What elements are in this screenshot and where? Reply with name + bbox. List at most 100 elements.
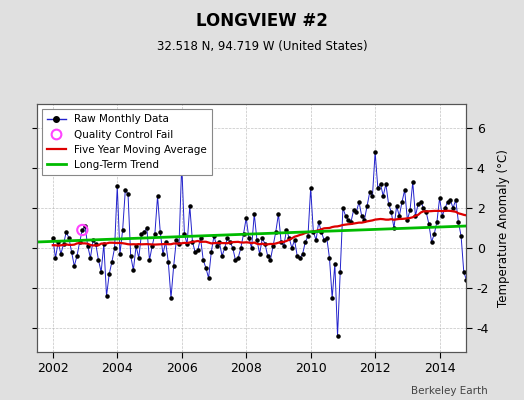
Point [409,179,417,185]
Y-axis label: Temperature Anomaly (°C): Temperature Anomaly (°C) [497,149,510,307]
Point [443,199,452,205]
Point [269,243,277,249]
Point [108,259,116,265]
Point [54,239,62,245]
Point [202,265,210,271]
Point [132,243,140,249]
Point [111,245,119,251]
Point [381,181,390,187]
Point [471,225,479,231]
Point [218,253,226,259]
Point [185,203,194,209]
Point [86,255,95,261]
Point [428,239,436,245]
Point [339,205,347,211]
Point [288,245,296,251]
Point [97,269,105,275]
Point [124,191,132,197]
Point [473,199,482,205]
Point [336,269,344,275]
Point [325,255,334,261]
Point [121,187,129,193]
Point [406,207,414,213]
Point [137,231,146,237]
Point [398,199,406,205]
Point [333,333,342,339]
Point [105,271,113,277]
Point [457,233,465,239]
Point [371,149,379,155]
Point [368,193,377,199]
Point [237,245,245,251]
Point [148,243,156,249]
Point [433,219,441,225]
Point [331,261,339,267]
Point [342,213,350,219]
Point [102,293,111,299]
Point [465,239,473,245]
Point [390,225,398,231]
Point [215,239,224,245]
Point [245,235,253,241]
Point [290,237,299,243]
Point [57,251,65,257]
Point [274,211,282,217]
Point [228,245,237,251]
Point [135,255,143,261]
Point [414,201,422,207]
Point [207,249,215,255]
Point [387,209,396,215]
Point [417,199,425,205]
Point [126,253,135,259]
Point [366,189,374,195]
Point [140,229,148,235]
Point [199,257,208,263]
Point [403,217,411,223]
Point [446,197,454,203]
Point [258,235,267,241]
Point [116,251,124,257]
Point [183,241,191,247]
Point [435,195,444,201]
Point [266,257,275,263]
Point [51,255,60,261]
Point [78,227,86,233]
Point [59,241,68,247]
Point [231,257,239,263]
Point [204,275,213,281]
Point [376,181,385,187]
Point [282,227,291,233]
Point [293,253,301,259]
Point [143,225,151,231]
Point [454,219,463,225]
Point [83,243,92,249]
Point [212,243,221,249]
Point [360,217,368,223]
Point [49,235,57,241]
Point [320,237,329,243]
Point [363,203,372,209]
Point [247,245,256,251]
Point [299,251,307,257]
Point [129,267,138,273]
Point [178,161,186,167]
Point [255,251,264,257]
Point [239,231,248,237]
Point [65,235,73,241]
Point [430,231,439,237]
Point [164,259,172,265]
Point [307,185,315,191]
Point [261,241,269,247]
Point [424,221,433,227]
Point [172,237,181,243]
Point [449,205,457,211]
Point [296,255,304,261]
Point [271,229,280,235]
Point [223,235,232,241]
Point [210,233,218,239]
Point [62,229,70,235]
Point [277,239,285,245]
Point [395,213,403,219]
Point [304,233,312,239]
Point [280,243,288,249]
